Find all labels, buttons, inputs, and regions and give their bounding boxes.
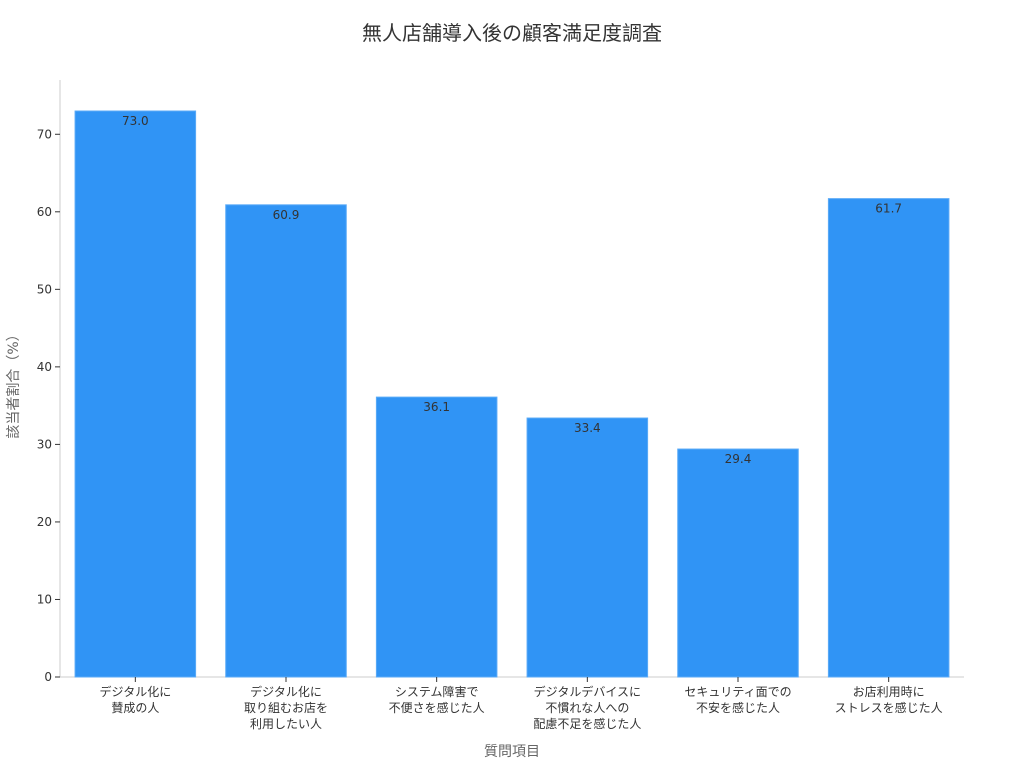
x-tick-label: デジタルデバイスに	[534, 684, 641, 699]
x-tick-label: デジタル化に	[250, 684, 322, 699]
x-axis-title: 質問項目	[484, 744, 540, 760]
x-tick-label: セキュリティ面での	[684, 685, 791, 699]
plot-area: 01020304050607073.0デジタル化に賛成の人60.9デジタル化に取…	[37, 80, 964, 731]
x-tick-label: 賛成の人	[111, 701, 159, 715]
data-label: 33.4	[574, 421, 601, 435]
chart-title: 無人店舗導入後の顧客満足度調査	[362, 21, 662, 45]
x-tick-label: 不慣れな人への	[545, 700, 629, 715]
x-tick-label: 不安を感じた人	[696, 700, 780, 715]
x-tick-label: デジタル化に	[99, 684, 171, 699]
y-axis-title: 該当者割合（%）	[5, 327, 22, 438]
y-tick-label: 30	[37, 437, 52, 451]
x-tick-label: 利用したい人	[250, 717, 322, 731]
y-tick-label: 10	[37, 592, 52, 606]
bar	[827, 198, 950, 678]
bar	[375, 396, 498, 678]
x-tick-label: お店利用時に	[853, 685, 925, 699]
y-tick-label: 70	[37, 127, 52, 141]
x-tick-label: システム障害で	[395, 684, 479, 699]
data-label: 29.4	[725, 452, 752, 466]
x-tick-label: 取り組むお店を	[244, 701, 328, 715]
y-tick-label: 50	[37, 282, 52, 296]
y-tick-label: 60	[37, 205, 52, 219]
x-tick-label: 配慮不足を感じた人	[533, 716, 641, 731]
y-tick-label: 40	[37, 360, 52, 374]
x-tick-label: ストレスを感じた人	[835, 700, 943, 715]
bar	[225, 204, 347, 678]
y-tick-label: 0	[44, 670, 52, 684]
x-tick-label: 不便さを感じた人	[389, 700, 485, 715]
bar	[526, 417, 649, 678]
bar	[74, 110, 197, 678]
data-label: 73.0	[122, 114, 149, 128]
bar	[677, 448, 799, 678]
data-label: 60.9	[273, 208, 300, 222]
data-label: 61.7	[875, 202, 902, 216]
y-tick-label: 20	[37, 515, 52, 529]
data-label: 36.1	[423, 400, 450, 414]
